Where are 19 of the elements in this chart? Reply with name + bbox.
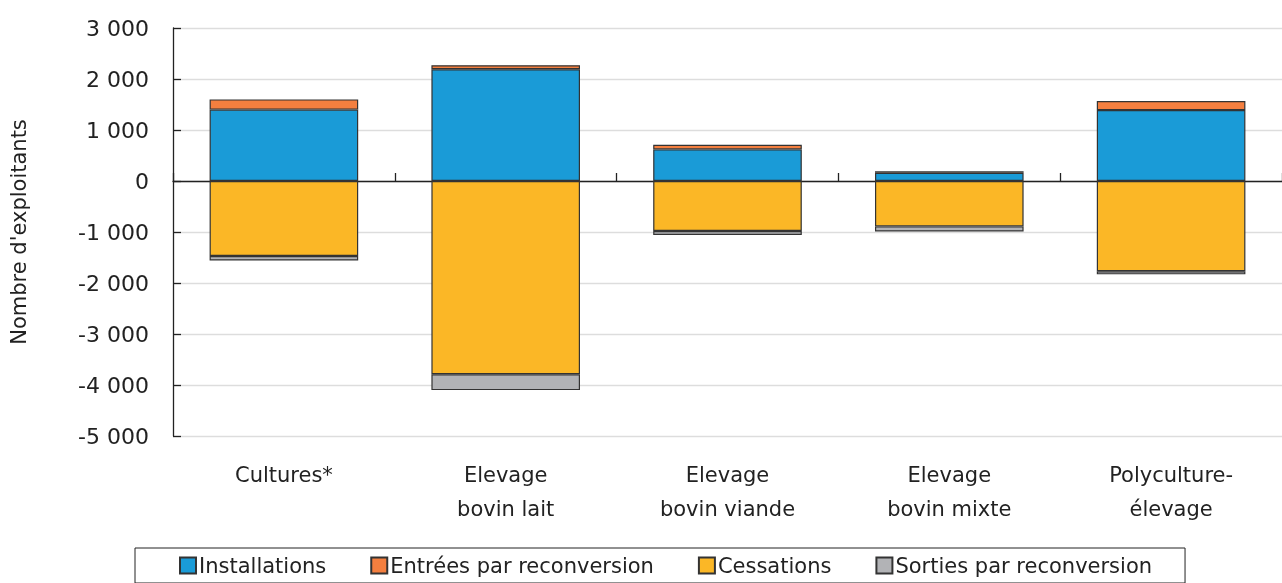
legend-label: Entrées par reconversion <box>390 553 654 578</box>
y-tick-label: -3 000 <box>78 321 149 347</box>
y-tick-label: 3 000 <box>86 15 149 41</box>
legend-label: Sorties par reconversion <box>895 553 1153 578</box>
y-tick-label: -4 000 <box>78 372 149 398</box>
y-tick-label: -2 000 <box>78 270 149 296</box>
y-tick-label: 2 000 <box>86 66 149 92</box>
x-tick-label: Elevage bovin lait <box>457 463 555 521</box>
legend-label: Cessations <box>717 553 832 578</box>
x-tick-label: Polyculture-élevage <box>1109 463 1234 521</box>
y-axis-title: Nombre d'exploitants <box>6 119 31 345</box>
legend-label: Installations <box>199 553 327 578</box>
y-tick-label: 1 000 <box>86 117 149 143</box>
y-tick-label: 0 <box>135 168 149 194</box>
y-tick-label: -1 000 <box>78 219 149 245</box>
y-tick-label: -5 000 <box>78 423 149 449</box>
x-tick-label: Elevage bovin mixte <box>887 463 1012 521</box>
x-tick-label: Cultures* <box>234 463 333 487</box>
x-tick-label: Elevage bovin viande <box>659 463 796 521</box>
